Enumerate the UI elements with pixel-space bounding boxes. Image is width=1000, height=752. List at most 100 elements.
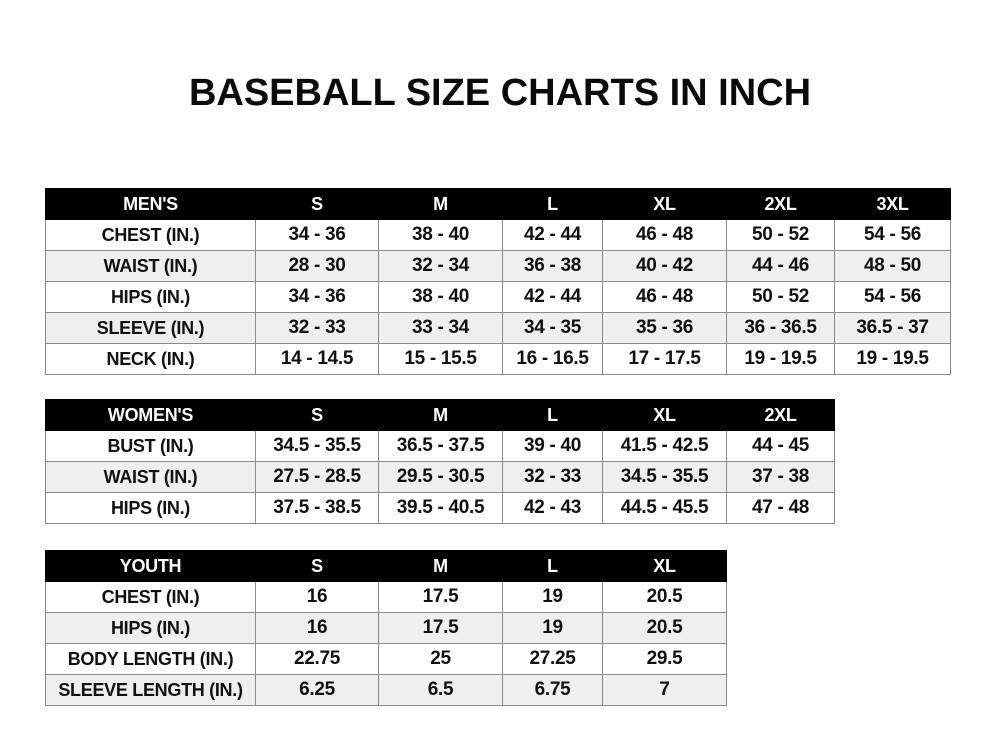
size-value: 7 (602, 674, 727, 706)
size-value: 39.5 - 40.5 (378, 492, 503, 524)
header-row: YOUTH S M L XL (45, 550, 727, 582)
size-header: 2XL (726, 188, 835, 220)
size-value: 44 - 45 (726, 430, 835, 462)
size-value: 6.25 (255, 674, 379, 706)
size-value: 19 (502, 612, 603, 644)
table-row: WAIST (IN.) 27.5 - 28.5 29.5 - 30.5 32 - 33… (45, 461, 835, 493)
measurement-label: CHEST (IN.) (45, 219, 256, 251)
size-value: 19 (502, 581, 603, 613)
size-value: 19 - 19.5 (726, 343, 835, 375)
size-value: 16 (255, 581, 379, 613)
size-value: 17.5 (378, 612, 503, 644)
table-row: BODY LENGTH (IN.) 22.75 25 27.25 29.5 (45, 643, 727, 675)
size-value: 16 - 16.5 (502, 343, 603, 375)
size-value: 42 - 44 (502, 219, 603, 251)
size-value: 33 - 34 (378, 312, 503, 344)
size-value: 6.5 (378, 674, 503, 706)
measurement-label: HIPS (IN.) (45, 612, 256, 644)
size-header: XL (602, 550, 727, 582)
measurement-label: WAIST (IN.) (45, 250, 256, 282)
size-value: 40 - 42 (602, 250, 727, 282)
size-value: 48 - 50 (834, 250, 951, 282)
size-value: 6.75 (502, 674, 603, 706)
size-value: 36.5 - 37 (834, 312, 951, 344)
size-value: 36.5 - 37.5 (378, 430, 503, 462)
size-value: 19 - 19.5 (834, 343, 951, 375)
size-value: 20.5 (602, 581, 727, 613)
table-row: HIPS (IN.) 16 17.5 19 20.5 (45, 612, 727, 644)
measurement-label: CHEST (IN.) (45, 581, 256, 613)
size-value: 20.5 (602, 612, 727, 644)
table-row: SLEEVE LENGTH (IN.) 6.25 6.5 6.75 7 (45, 674, 727, 706)
table-row: BUST (IN.) 34.5 - 35.5 36.5 - 37.5 39 - 40 4… (45, 430, 835, 462)
size-value: 15 - 15.5 (378, 343, 503, 375)
size-value: 27.25 (502, 643, 603, 675)
size-value: 54 - 56 (834, 219, 951, 251)
size-value: 32 - 33 (255, 312, 379, 344)
size-header: S (255, 399, 379, 431)
measurement-label: HIPS (IN.) (45, 281, 256, 313)
measurement-label: BODY LENGTH (IN.) (45, 643, 256, 675)
size-value: 50 - 52 (726, 219, 835, 251)
size-value: 34 - 36 (255, 219, 379, 251)
table-row: HIPS (IN.) 37.5 - 38.5 39.5 - 40.5 42 - 43 4… (45, 492, 835, 524)
measurement-label: HIPS (IN.) (45, 492, 256, 524)
size-value: 14 - 14.5 (255, 343, 379, 375)
measurement-label: WAIST (IN.) (45, 461, 256, 493)
header-row: WOMEN'S S M L XL 2XL (45, 399, 835, 431)
size-value: 39 - 40 (502, 430, 603, 462)
size-header: S (255, 550, 379, 582)
size-value: 29.5 - 30.5 (378, 461, 503, 493)
size-header: M (378, 399, 503, 431)
size-value: 37.5 - 38.5 (255, 492, 379, 524)
category-header: YOUTH (45, 550, 256, 582)
size-value: 44.5 - 45.5 (602, 492, 727, 524)
category-header: WOMEN'S (45, 399, 256, 431)
size-header: M (378, 550, 503, 582)
size-header: XL (602, 188, 727, 220)
size-value: 35 - 36 (602, 312, 727, 344)
measurement-label: SLEEVE LENGTH (IN.) (45, 674, 256, 706)
table-row: WAIST (IN.) 28 - 30 32 - 34 36 - 38 40 - 42 4… (45, 250, 951, 282)
size-value: 44 - 46 (726, 250, 835, 282)
size-value: 38 - 40 (378, 219, 503, 251)
size-value: 50 - 52 (726, 281, 835, 313)
youth-size-table: YOUTH S M L XL CHEST (IN.) 16 17.5 19 20.5 HIPS (I… (45, 550, 727, 706)
size-value: 38 - 40 (378, 281, 503, 313)
mens-size-table: MEN'S S M L XL 2XL 3XL CHEST (IN.) 34 - 36 38 - 4… (45, 188, 951, 375)
size-value: 42 - 43 (502, 492, 603, 524)
size-value: 34.5 - 35.5 (602, 461, 727, 493)
size-header: S (255, 188, 379, 220)
size-value: 37 - 38 (726, 461, 835, 493)
size-value: 22.75 (255, 643, 379, 675)
size-header: 2XL (726, 399, 835, 431)
table-row: CHEST (IN.) 34 - 36 38 - 40 42 - 44 46 - 48 5… (45, 219, 951, 251)
size-header: L (502, 550, 603, 582)
size-value: 17.5 (378, 581, 503, 613)
womens-size-table: WOMEN'S S M L XL 2XL BUST (IN.) 34.5 - 35.5 36.5… (45, 399, 835, 524)
size-header: M (378, 188, 503, 220)
table-row: HIPS (IN.) 34 - 36 38 - 40 42 - 44 46 - 48 50… (45, 281, 951, 313)
size-header: L (502, 188, 603, 220)
size-value: 46 - 48 (602, 281, 727, 313)
size-value: 46 - 48 (602, 219, 727, 251)
size-value: 41.5 - 42.5 (602, 430, 727, 462)
table-row: NECK (IN.) 14 - 14.5 15 - 15.5 16 - 16.5 17 … (45, 343, 951, 375)
size-header: L (502, 399, 603, 431)
size-value: 25 (378, 643, 503, 675)
size-header: 3XL (834, 188, 951, 220)
size-value: 16 (255, 612, 379, 644)
size-value: 32 - 33 (502, 461, 603, 493)
table-row: CHEST (IN.) 16 17.5 19 20.5 (45, 581, 727, 613)
size-value: 29.5 (602, 643, 727, 675)
size-value: 32 - 34 (378, 250, 503, 282)
size-value: 42 - 44 (502, 281, 603, 313)
measurement-label: NECK (IN.) (45, 343, 256, 375)
size-value: 54 - 56 (834, 281, 951, 313)
size-value: 36 - 38 (502, 250, 603, 282)
measurement-label: BUST (IN.) (45, 430, 256, 462)
size-value: 34 - 36 (255, 281, 379, 313)
size-value: 28 - 30 (255, 250, 379, 282)
header-row: MEN'S S M L XL 2XL 3XL (45, 188, 951, 220)
page-title: BASEBALL SIZE CHARTS IN INCH (188, 72, 812, 114)
